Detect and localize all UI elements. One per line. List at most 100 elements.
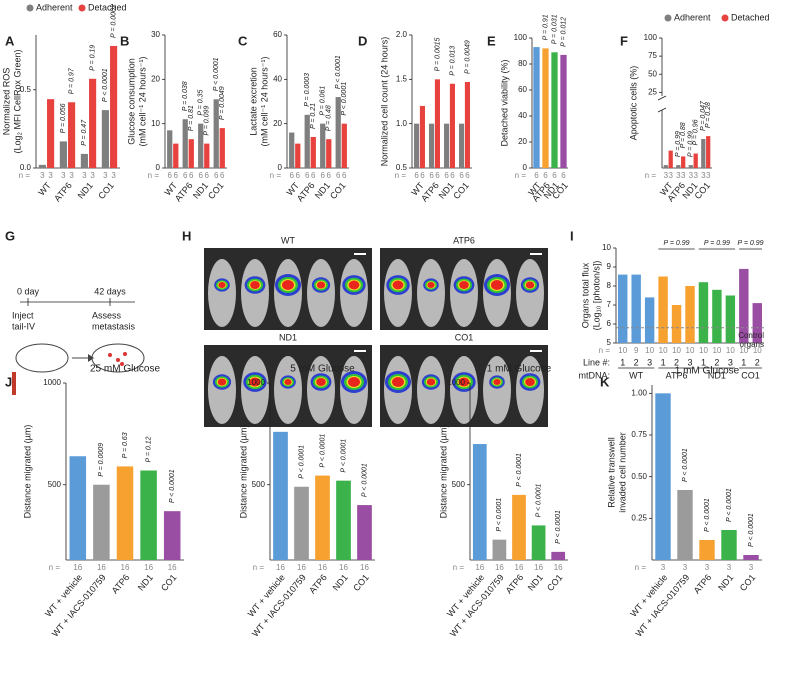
mouse <box>417 356 445 424</box>
y-tick-label: 1.5 <box>396 74 408 83</box>
p-label: P = 0.48 <box>326 105 333 131</box>
y-tick-label: 6 <box>607 319 612 328</box>
signal <box>392 377 404 387</box>
bar <box>671 305 682 343</box>
p-label: P < 0.0001 <box>682 448 689 482</box>
x-tick-label: ND1 <box>526 572 545 592</box>
bar <box>449 83 455 168</box>
n-value: 3 <box>727 563 732 572</box>
n-value: 10 <box>672 346 681 355</box>
bar <box>618 274 628 343</box>
p-label: P = 0.28 <box>705 102 712 128</box>
y-tick-label: 0 <box>523 163 528 172</box>
p-label: P < 0.0001 <box>516 453 523 487</box>
y-tick-label: 500 <box>452 480 466 489</box>
bar <box>116 466 134 560</box>
n-value: 10 <box>726 346 735 355</box>
n-label: n = <box>645 171 657 180</box>
bar <box>706 136 711 168</box>
step-label: Assess <box>92 310 122 320</box>
bar <box>204 143 210 168</box>
n-value: 3 <box>681 171 686 180</box>
chart-title: 1 mM Glucose <box>487 364 552 375</box>
p-label: P < 0.0001 <box>535 484 542 518</box>
n-value: 10 <box>659 346 668 355</box>
p-label: P = 0.012 <box>560 17 567 47</box>
x-tick-label: CO1 <box>159 572 179 593</box>
bar <box>289 132 295 168</box>
bar <box>721 530 737 560</box>
group-label: ND1 <box>708 370 726 380</box>
n-value: 6 <box>435 171 440 180</box>
p-label: P < 0.0001 <box>340 439 347 473</box>
y-axis-label: (mM cell⁻¹ 24 hours⁻¹) <box>137 56 147 146</box>
metastasis-dot <box>116 358 120 362</box>
y-axis-label: Lactate excretion <box>248 67 258 136</box>
n-value: 10 <box>618 346 627 355</box>
n-value: 3 <box>705 563 710 572</box>
y-tick-label: 10 <box>602 243 611 252</box>
y-tick-label: 80 <box>518 59 527 68</box>
bar <box>336 480 351 560</box>
bar <box>512 494 526 560</box>
n-value: 6 <box>289 171 294 180</box>
legend-marker <box>26 4 34 12</box>
bar <box>219 128 225 168</box>
n-value: 16 <box>168 563 177 572</box>
n-value: 3 <box>683 563 688 572</box>
n-value: 6 <box>327 171 332 180</box>
signal <box>282 280 294 290</box>
mouse <box>516 259 544 327</box>
n-value: 16 <box>534 563 543 572</box>
signal <box>458 377 470 387</box>
bar <box>681 156 686 168</box>
p-label: P < 0.0001 <box>213 57 220 91</box>
reference-label: organs <box>740 340 764 349</box>
n-value: 16 <box>515 563 524 572</box>
p-label: P = 0.038 <box>182 81 189 111</box>
n-label: n = <box>270 171 282 180</box>
signal <box>493 379 501 385</box>
x-tick-label: 1 <box>620 357 625 367</box>
n-value: 6 <box>444 171 449 180</box>
bar <box>273 431 288 560</box>
bar <box>68 102 76 168</box>
y-axis-label: (mM cell⁻¹ 24 hours⁻¹) <box>259 56 269 146</box>
legend-label: Detached <box>88 2 127 12</box>
x-tick-label: CO1 <box>545 572 565 593</box>
x-tick-label: ND1 <box>313 180 332 200</box>
p-label: P = 0.0009 <box>98 443 105 477</box>
x-tick-label: 2 <box>674 357 679 367</box>
y-tick-label: 20 <box>151 74 160 83</box>
signal <box>284 379 292 385</box>
y-tick-label: 20 <box>518 137 527 146</box>
n-value: 16 <box>297 563 306 572</box>
y-tick-label: 7 <box>607 300 612 309</box>
n-value: 6 <box>311 171 316 180</box>
bar <box>560 54 567 168</box>
panel-label: K <box>600 374 610 389</box>
legend-label: Adherent <box>36 2 73 12</box>
bar <box>429 123 435 168</box>
y-axis-label: Organs total flux <box>580 262 590 328</box>
bar <box>701 139 706 168</box>
n-value: 10 <box>712 346 721 355</box>
n-value: 3 <box>40 171 45 180</box>
mouse <box>417 259 445 327</box>
p-label: P = 0.91 <box>542 14 549 40</box>
y-axis-label: Distance migrated (µm) <box>438 425 448 519</box>
signal <box>525 281 535 289</box>
bar <box>188 139 194 168</box>
n-value: 6 <box>414 171 419 180</box>
panel-label: F <box>620 33 628 48</box>
n-value: 16 <box>339 563 348 572</box>
x-tick-label: ATP6 <box>173 180 195 203</box>
p-label: P < 0.0001 <box>704 498 711 532</box>
mouse <box>483 356 511 424</box>
legend-marker <box>721 14 729 22</box>
y-tick-label: 100 <box>644 33 658 42</box>
n-value: 6 <box>342 171 347 180</box>
signal <box>427 282 435 288</box>
chart-title: 25 mM Glucose <box>90 364 160 375</box>
